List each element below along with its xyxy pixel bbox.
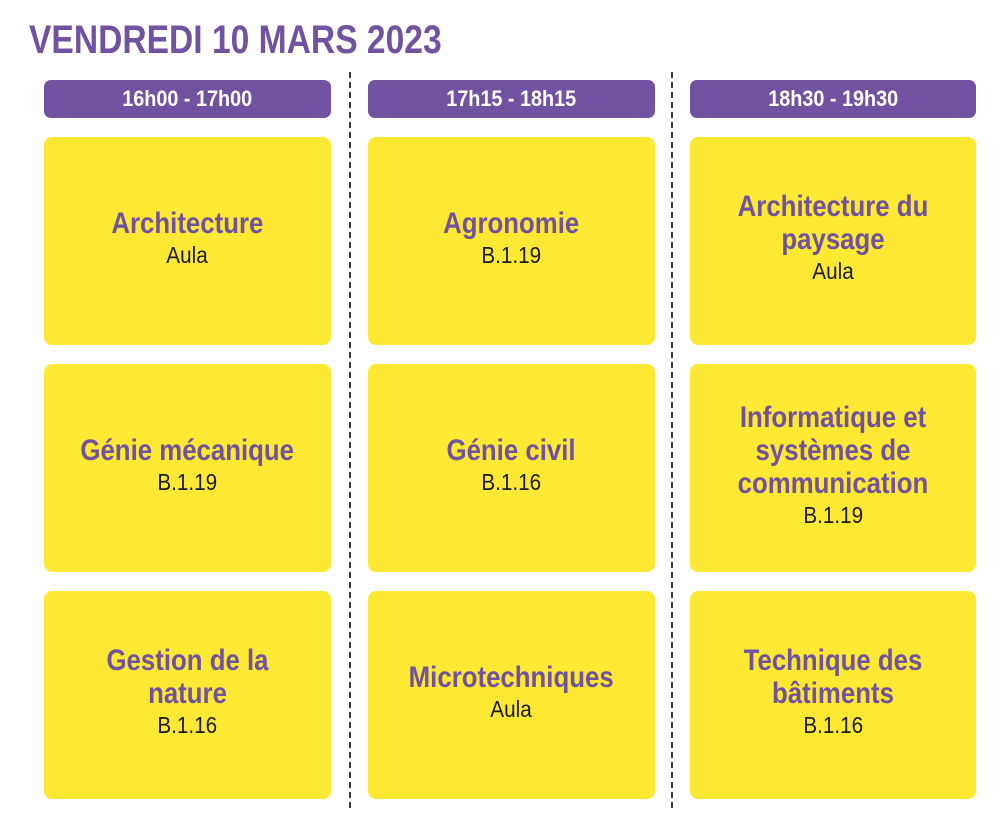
session-room: Aula xyxy=(490,695,533,722)
session-title: Gestion de la nature xyxy=(106,644,269,710)
session-card: Informatique et systèmes de communicatio… xyxy=(690,364,976,572)
session-room: Aula xyxy=(166,241,209,268)
session-card: Génie civil B.1.16 xyxy=(368,364,655,572)
time-slot-label: 17h15 - 18h15 xyxy=(446,86,577,111)
session-room: B.1.19 xyxy=(481,241,542,268)
session-room: B.1.19 xyxy=(803,501,863,528)
column-divider xyxy=(349,72,351,808)
session-card: Technique des bâtiments B.1.16 xyxy=(690,591,976,799)
session-title: Informatique et systèmes de communicatio… xyxy=(737,400,929,500)
column-divider xyxy=(671,72,673,808)
time-slot-label: 18h30 - 19h30 xyxy=(768,86,898,111)
session-title: Technique des bâtiments xyxy=(743,644,923,710)
session-room: B.1.16 xyxy=(803,712,863,738)
session-title: Microtechniques xyxy=(408,660,615,694)
session-room: B.1.16 xyxy=(157,712,218,738)
session-card: Architecture du paysage Aula xyxy=(690,137,976,345)
page-title: VENDREDI 10 MARS 2023 xyxy=(29,18,442,62)
session-card: Microtechniques Aula xyxy=(368,591,655,799)
time-slot-header: 18h30 - 19h30 xyxy=(690,80,976,118)
time-slot-header: 16h00 - 17h00 xyxy=(44,80,331,118)
session-card: Architecture Aula xyxy=(44,137,331,345)
time-slot-column: 18h30 - 19h30 Architecture du paysage Au… xyxy=(690,80,976,799)
session-card: Agronomie B.1.19 xyxy=(368,137,655,345)
session-title: Agronomie xyxy=(443,206,580,240)
session-card: Génie mécanique B.1.19 xyxy=(44,364,331,572)
time-slot-header: 17h15 - 18h15 xyxy=(368,80,655,118)
time-slot-label: 16h00 - 17h00 xyxy=(122,86,253,111)
session-card: Gestion de la nature B.1.16 xyxy=(44,591,331,799)
session-title: Architecture du paysage xyxy=(737,190,929,256)
session-room: B.1.16 xyxy=(481,468,542,495)
time-slot-column: 17h15 - 18h15 Agronomie B.1.19 Génie civ… xyxy=(368,80,655,799)
session-room: Aula xyxy=(812,258,854,284)
session-title: Génie civil xyxy=(446,433,577,467)
session-title: Architecture xyxy=(111,206,264,240)
session-title: Génie mécanique xyxy=(80,433,295,467)
session-room: B.1.19 xyxy=(157,468,218,495)
time-slot-column: 16h00 - 17h00 Architecture Aula Génie mé… xyxy=(44,80,331,799)
